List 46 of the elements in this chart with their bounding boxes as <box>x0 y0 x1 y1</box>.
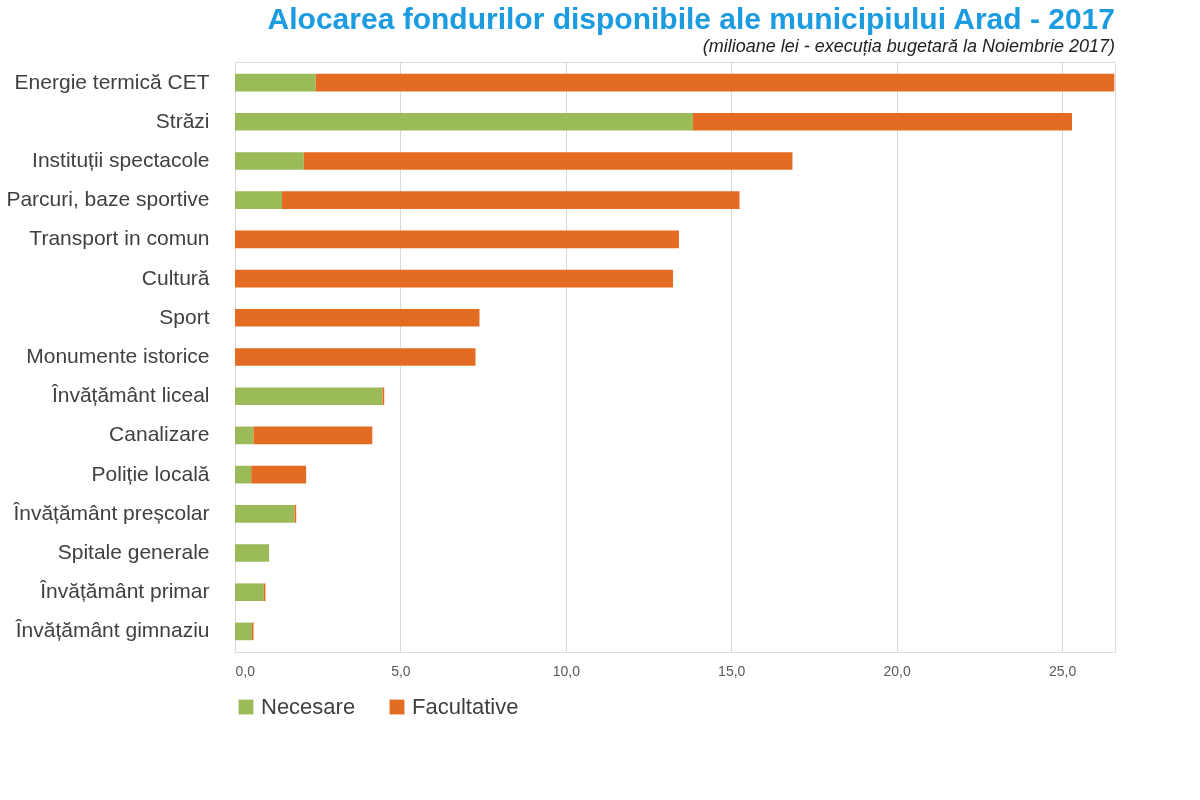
x-tick-label: 5,0 <box>391 662 411 679</box>
bar <box>235 191 282 210</box>
bar <box>253 426 373 445</box>
bar <box>235 544 270 562</box>
bar <box>315 73 1115 92</box>
bar <box>235 583 264 602</box>
legend-label: Facultative <box>412 694 519 719</box>
bar <box>235 152 304 170</box>
bar <box>235 426 254 445</box>
y-tick-label: Învățământ liceal <box>50 383 210 407</box>
bar <box>235 465 252 484</box>
bar <box>235 348 476 366</box>
bar <box>281 191 740 210</box>
y-tick-label: Spitale generale <box>57 540 210 564</box>
y-tick-label: Transport in comun <box>29 226 210 250</box>
y-tick-label: Învățământ primar <box>39 579 210 603</box>
y-tick-label: Energie termică CET <box>14 69 210 93</box>
y-tick-label: Străzi <box>155 108 210 132</box>
y-tick-label: Monumente istorice <box>26 344 210 367</box>
x-tick-label: 0,0 <box>235 662 256 679</box>
x-tick-label: 10,0 <box>552 662 581 679</box>
bar <box>235 622 252 641</box>
bar <box>251 465 307 484</box>
legend-label: Necesare <box>261 694 356 719</box>
chart-title: Alocarea fondurilor disponibile ale municipiului Arad - 2017 <box>267 2 1115 35</box>
y-tick-label: Instituții spectacole <box>32 147 210 171</box>
chart-subtitle: (milioane lei - execuția bugetară la Noiembrie 2017) <box>702 36 1115 56</box>
bar <box>235 230 679 249</box>
y-tick-label: Poliție locală <box>91 461 210 485</box>
bar <box>235 112 693 131</box>
bar <box>235 387 383 406</box>
x-tick-label: 25,0 <box>1048 662 1077 679</box>
y-tick-label: Parcuri, baze sportive <box>6 187 210 211</box>
y-tick-label: Cultură <box>141 265 210 289</box>
x-tick-label: 15,0 <box>718 662 746 679</box>
y-tick-label: Învățământ preșcolar <box>12 500 210 524</box>
bar <box>235 504 295 523</box>
bar <box>235 73 316 92</box>
bar <box>235 269 674 288</box>
y-tick-label: Sport <box>159 304 210 328</box>
bar <box>235 308 480 327</box>
y-tick-label: Canalizare <box>109 422 210 446</box>
bar <box>303 152 793 170</box>
bar <box>692 112 1072 131</box>
y-tick-label: Învățământ gimnaziu <box>14 618 210 642</box>
x-tick-label: 20,0 <box>883 662 911 679</box>
